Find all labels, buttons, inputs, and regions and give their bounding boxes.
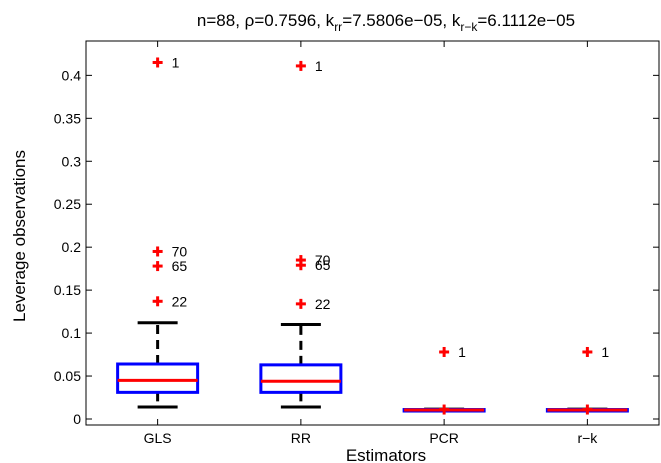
iqr-box — [259, 363, 343, 394]
y-tick-label: 0.2 — [62, 239, 82, 255]
outlier-label: 1 — [601, 344, 609, 360]
x-tick-label: GLS — [144, 430, 172, 446]
outlier-label: 70 — [172, 243, 188, 259]
x-axis-label: Estimators — [346, 446, 426, 463]
y-tick-label: 0.25 — [54, 196, 81, 212]
outlier-label: 1 — [458, 344, 466, 360]
outlier-label: 22 — [172, 293, 188, 309]
y-tick-label: 0.1 — [62, 325, 82, 341]
x-tick-label: RR — [291, 430, 311, 446]
outlier-label: 65 — [172, 258, 188, 274]
y-tick-label: 0.05 — [54, 368, 81, 384]
x-tick-label: r−k — [577, 430, 598, 446]
plot-frame — [85, 40, 660, 426]
outlier-label: 1 — [172, 54, 180, 70]
outlier-label: 22 — [315, 296, 331, 312]
iqr-box — [116, 362, 200, 394]
x-tick-label: PCR — [429, 430, 459, 446]
outlier-label: 65 — [315, 257, 331, 273]
outlier-label: 70 — [315, 252, 331, 268]
y-tick-label: 0.15 — [54, 282, 81, 298]
y-tick-label: 0 — [73, 411, 81, 427]
y-axis-label: Leverage observations — [10, 150, 29, 322]
y-tick-label: 0.3 — [62, 153, 82, 169]
y-tick-label: 0.4 — [62, 67, 82, 83]
outlier-label: 1 — [315, 58, 323, 74]
chart-title: n=88, ρ=0.7596, krr=7.5806e−05, kr−k=6.1… — [197, 11, 575, 34]
y-tick-label: 0.35 — [54, 110, 81, 126]
